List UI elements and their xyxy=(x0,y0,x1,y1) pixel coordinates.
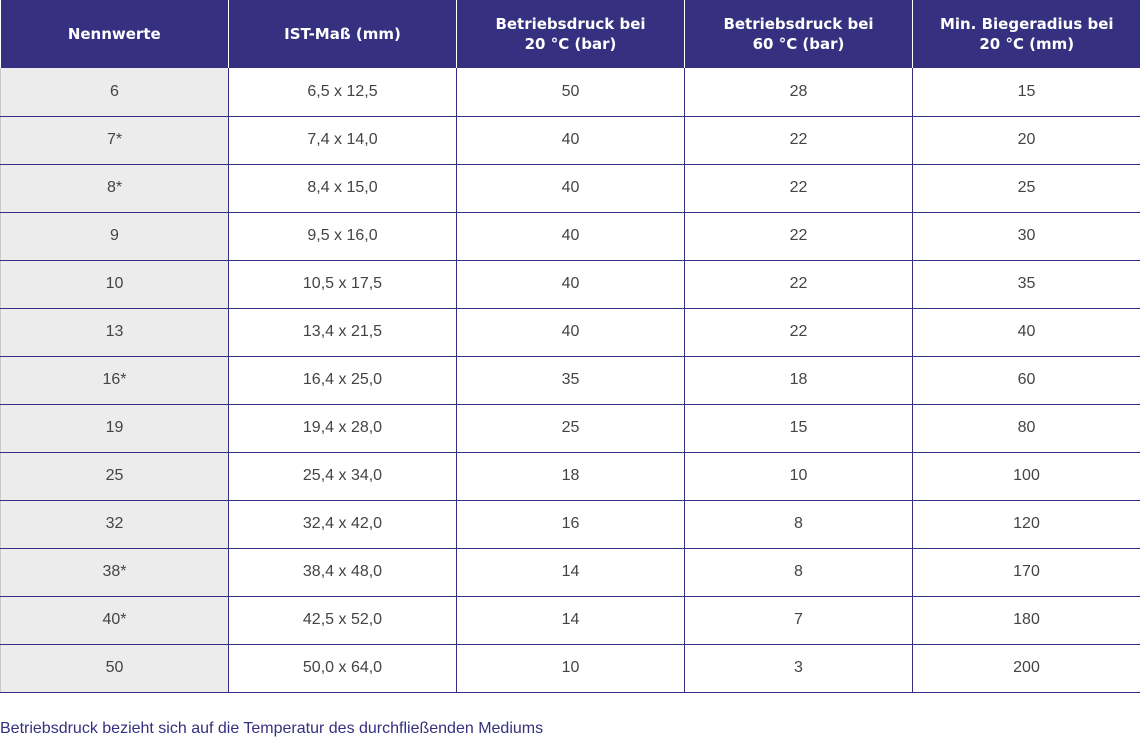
cell-biegeradius: 80 xyxy=(913,404,1140,452)
cell-ist-mass: 50,0 x 64,0 xyxy=(229,644,457,692)
cell-biegeradius: 60 xyxy=(913,356,1140,404)
cell-betriebsdruck-20: 35 xyxy=(457,356,685,404)
cell-ist-mass: 6,5 x 12,5 xyxy=(229,68,457,116)
cell-ist-mass: 25,4 x 34,0 xyxy=(229,452,457,500)
cell-nennwert: 10 xyxy=(1,260,229,308)
cell-betriebsdruck-60: 18 xyxy=(685,356,913,404)
header-line: Min. Biegeradius bei xyxy=(919,14,1135,34)
cell-nennwert: 40* xyxy=(1,596,229,644)
header-line: Betriebsdruck bei xyxy=(691,14,906,34)
column-header-biegeradius: Min. Biegeradius bei 20 °C (mm) xyxy=(913,0,1140,68)
header-line: Betriebsdruck bei xyxy=(463,14,678,34)
header-line: Nennwerte xyxy=(7,24,223,44)
cell-betriebsdruck-20: 40 xyxy=(457,164,685,212)
specification-table: Nennwerte IST-Maß (mm) Betriebsdruck bei… xyxy=(0,0,1140,693)
header-line: 20 °C (mm) xyxy=(919,34,1135,54)
header-line: 20 °C (bar) xyxy=(463,34,678,54)
cell-betriebsdruck-20: 10 xyxy=(457,644,685,692)
column-header-betriebsdruck-20: Betriebsdruck bei 20 °C (bar) xyxy=(457,0,685,68)
cell-betriebsdruck-20: 40 xyxy=(457,212,685,260)
cell-betriebsdruck-20: 40 xyxy=(457,116,685,164)
cell-nennwert: 13 xyxy=(1,308,229,356)
cell-biegeradius: 200 xyxy=(913,644,1140,692)
cell-biegeradius: 25 xyxy=(913,164,1140,212)
cell-betriebsdruck-60: 15 xyxy=(685,404,913,452)
cell-betriebsdruck-60: 22 xyxy=(685,164,913,212)
cell-betriebsdruck-60: 3 xyxy=(685,644,913,692)
cell-betriebsdruck-60: 7 xyxy=(685,596,913,644)
cell-betriebsdruck-20: 40 xyxy=(457,308,685,356)
cell-nennwert: 25 xyxy=(1,452,229,500)
cell-betriebsdruck-60: 28 xyxy=(685,68,913,116)
cell-nennwert: 8* xyxy=(1,164,229,212)
cell-betriebsdruck-60: 8 xyxy=(685,548,913,596)
cell-ist-mass: 32,4 x 42,0 xyxy=(229,500,457,548)
cell-nennwert: 7* xyxy=(1,116,229,164)
cell-biegeradius: 30 xyxy=(913,212,1140,260)
cell-betriebsdruck-20: 40 xyxy=(457,260,685,308)
cell-nennwert: 19 xyxy=(1,404,229,452)
cell-betriebsdruck-60: 8 xyxy=(685,500,913,548)
cell-biegeradius: 170 xyxy=(913,548,1140,596)
cell-betriebsdruck-60: 22 xyxy=(685,116,913,164)
cell-nennwert: 50 xyxy=(1,644,229,692)
cell-biegeradius: 40 xyxy=(913,308,1140,356)
cell-biegeradius: 20 xyxy=(913,116,1140,164)
cell-ist-mass: 16,4 x 25,0 xyxy=(229,356,457,404)
cell-ist-mass: 19,4 x 28,0 xyxy=(229,404,457,452)
cell-betriebsdruck-60: 10 xyxy=(685,452,913,500)
cell-ist-mass: 8,4 x 15,0 xyxy=(229,164,457,212)
cell-betriebsdruck-60: 22 xyxy=(685,260,913,308)
cell-ist-mass: 9,5 x 16,0 xyxy=(229,212,457,260)
column-header-betriebsdruck-60: Betriebsdruck bei 60 °C (bar) xyxy=(685,0,913,68)
cell-nennwert: 6 xyxy=(1,68,229,116)
cell-ist-mass: 42,5 x 52,0 xyxy=(229,596,457,644)
table-header: Nennwerte IST-Maß (mm) Betriebsdruck bei… xyxy=(1,0,1140,68)
cell-biegeradius: 180 xyxy=(913,596,1140,644)
cell-ist-mass: 13,4 x 21,5 xyxy=(229,308,457,356)
cell-ist-mass: 38,4 x 48,0 xyxy=(229,548,457,596)
specification-table-container: Nennwerte IST-Maß (mm) Betriebsdruck bei… xyxy=(0,0,1140,693)
cell-betriebsdruck-20: 16 xyxy=(457,500,685,548)
column-header-ist-mass: IST-Maß (mm) xyxy=(229,0,457,68)
cell-nennwert: 32 xyxy=(1,500,229,548)
cell-betriebsdruck-60: 22 xyxy=(685,212,913,260)
cell-biegeradius: 120 xyxy=(913,500,1140,548)
header-row: Nennwerte IST-Maß (mm) Betriebsdruck bei… xyxy=(1,0,1140,68)
cell-betriebsdruck-20: 18 xyxy=(457,452,685,500)
cell-biegeradius: 100 xyxy=(913,452,1140,500)
cell-biegeradius: 35 xyxy=(913,260,1140,308)
header-line: IST-Maß (mm) xyxy=(235,24,450,44)
cell-betriebsdruck-20: 25 xyxy=(457,404,685,452)
cell-betriebsdruck-20: 14 xyxy=(457,596,685,644)
column-header-nennwerte: Nennwerte xyxy=(1,0,229,68)
cell-betriebsdruck-20: 50 xyxy=(457,68,685,116)
cell-betriebsdruck-20: 14 xyxy=(457,548,685,596)
header-line: 60 °C (bar) xyxy=(691,34,906,54)
cell-ist-mass: 7,4 x 14,0 xyxy=(229,116,457,164)
cell-nennwert: 38* xyxy=(1,548,229,596)
cell-betriebsdruck-60: 22 xyxy=(685,308,913,356)
cell-ist-mass: 10,5 x 17,5 xyxy=(229,260,457,308)
cell-nennwert: 16* xyxy=(1,356,229,404)
cell-biegeradius: 15 xyxy=(913,68,1140,116)
footnote: Betriebsdruck bezieht sich auf die Tempe… xyxy=(0,718,543,740)
cell-nennwert: 9 xyxy=(1,212,229,260)
